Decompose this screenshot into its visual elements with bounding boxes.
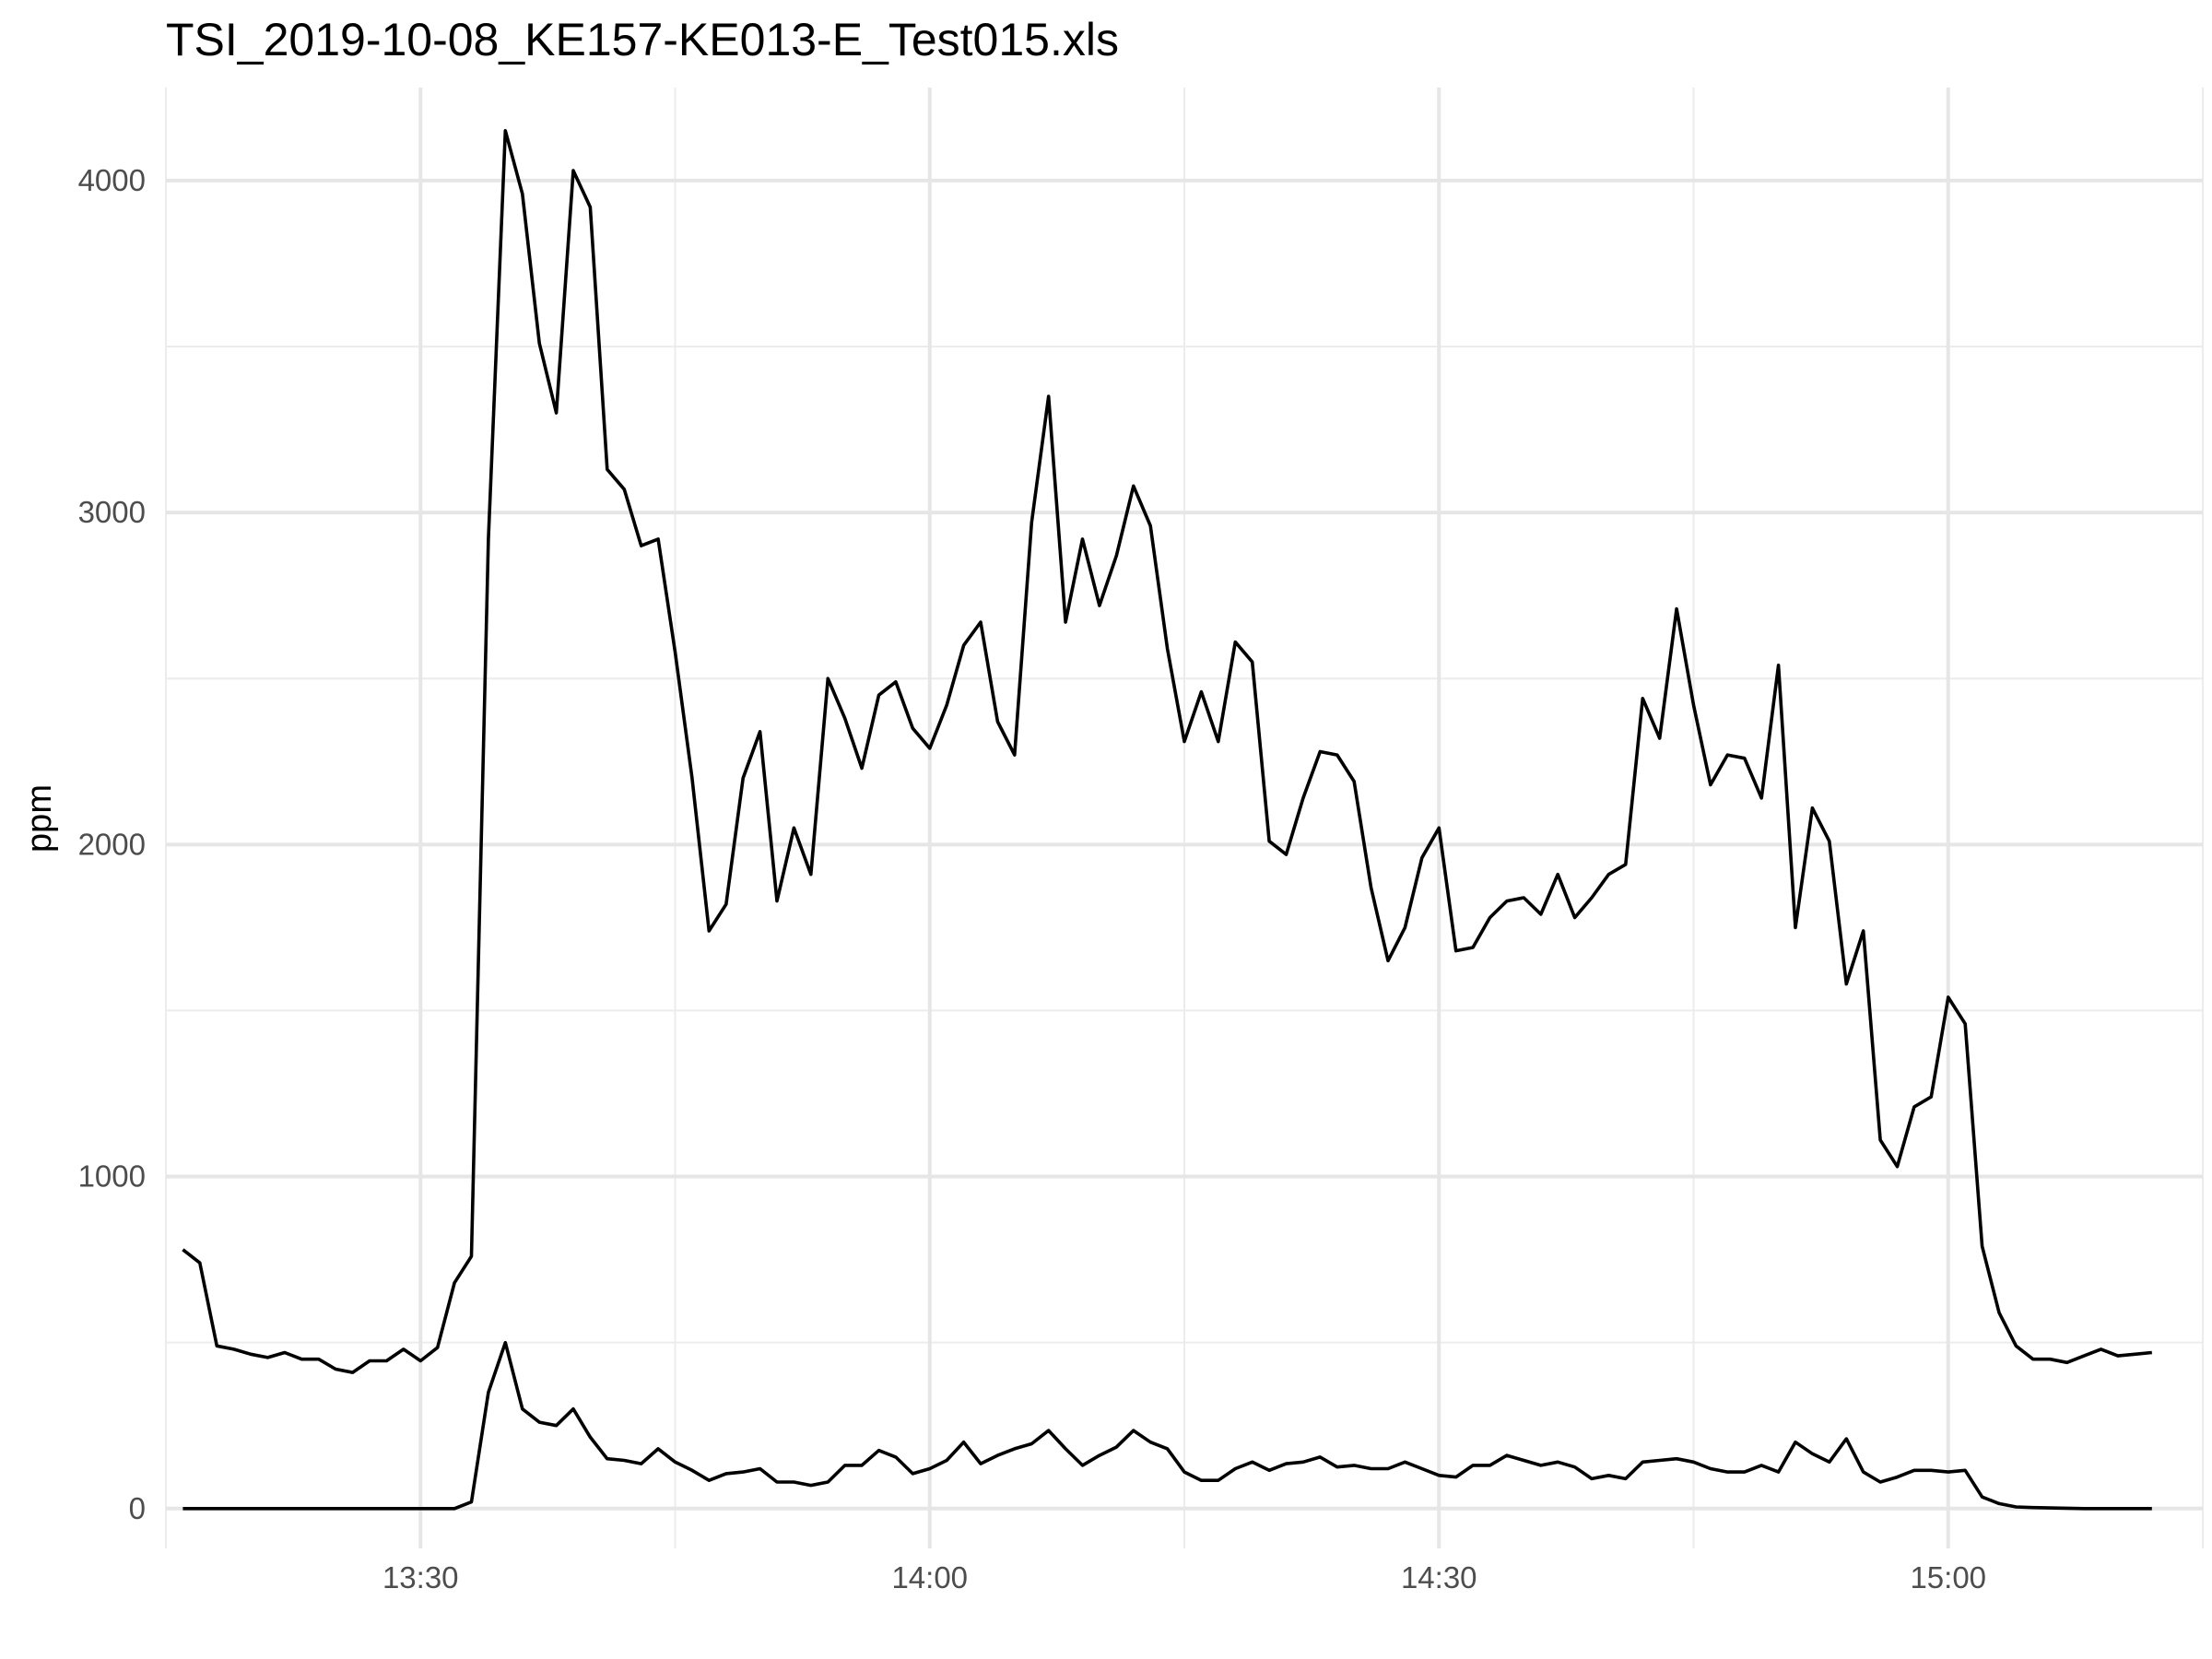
y-tick-label: 3000: [78, 495, 146, 529]
minor-grid: [165, 88, 2204, 1548]
series-line-1: [182, 129, 2152, 1374]
y-tick-label: 4000: [78, 163, 146, 197]
series-lines: [182, 129, 2152, 1511]
y-tick-label: 2000: [78, 827, 146, 861]
major-grid: [166, 88, 2203, 1548]
x-tick-label: 14:30: [1401, 1560, 1477, 1594]
x-axis-tick-labels: 13:30 14:00 14:30 15:00: [382, 1560, 1986, 1594]
series-line-2: [182, 1340, 2152, 1511]
chart-title: TSI_2019-10-08_KE157-KE013-E_Test015.xls: [166, 14, 1119, 65]
x-tick-label: 14:00: [891, 1560, 968, 1594]
y-axis-tick-labels: 0 1000 2000 3000 4000: [78, 163, 146, 1525]
y-tick-label: 1000: [78, 1159, 146, 1194]
y-tick-label: 0: [129, 1491, 146, 1525]
y-axis-title: ppm: [20, 784, 59, 853]
x-tick-label: 13:30: [382, 1560, 459, 1594]
x-tick-label: 15:00: [1910, 1560, 1986, 1594]
